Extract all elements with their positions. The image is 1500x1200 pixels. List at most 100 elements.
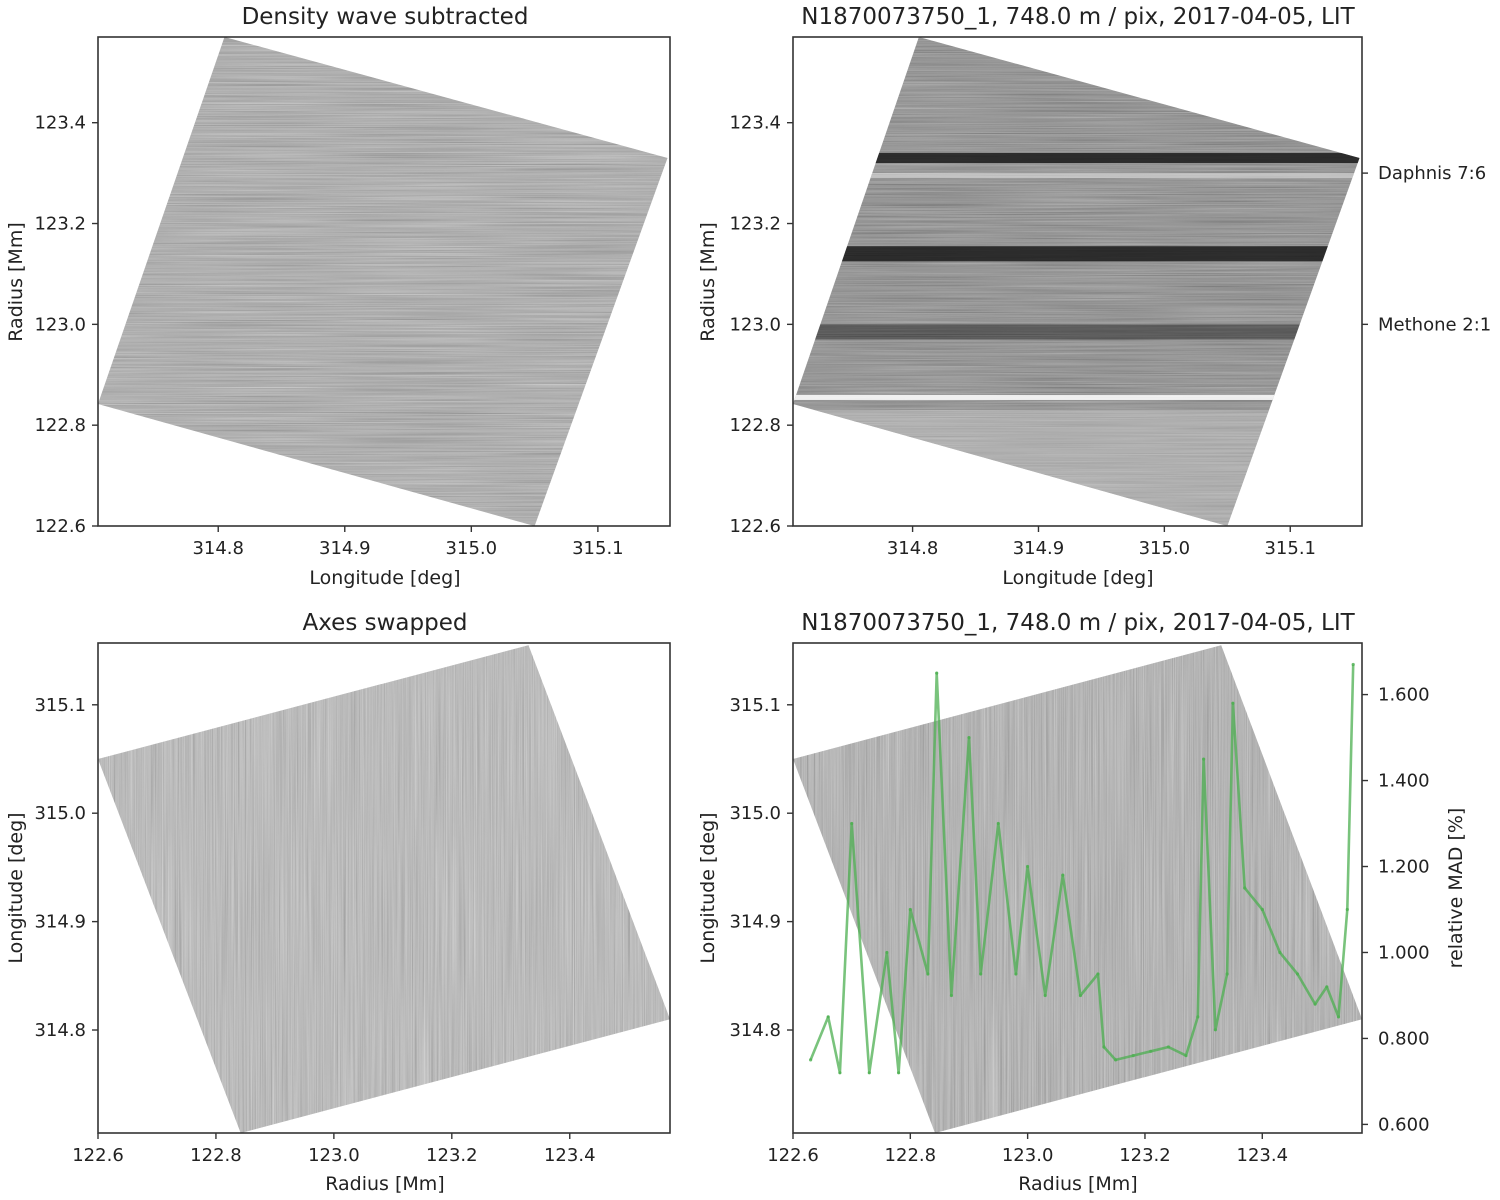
resonance-label: Methone 2:1 — [1378, 314, 1491, 335]
panel-4-y2label: relative MAD [%] — [1445, 808, 1467, 969]
image-band — [793, 173, 1360, 179]
x-tick-label: 123.0 — [308, 1145, 360, 1166]
mad-point — [979, 972, 983, 976]
y2-tick-label: 1.600 — [1378, 685, 1430, 706]
mad-point — [1096, 972, 1100, 976]
x-tick-label: 122.8 — [885, 1145, 937, 1166]
mad-point — [949, 993, 954, 998]
mad-point — [1213, 1028, 1217, 1032]
mad-point — [1325, 985, 1329, 989]
panel-4-ylabel: Longitude [deg] — [697, 812, 719, 963]
y-tick-label: 315.1 — [34, 695, 86, 716]
mad-point — [1351, 662, 1355, 667]
y-tick-label: 123.4 — [729, 113, 781, 134]
panel-4-x-ticks: 122.6 122.8 123.0 123.2 123.4 — [767, 1133, 1288, 1166]
mad-point — [1295, 972, 1300, 976]
panel-4-y-ticks: 314.8 314.9 315.0 315.1 — [729, 695, 793, 1041]
x-tick-label: 315.1 — [572, 538, 624, 559]
panel-3-image — [98, 645, 670, 1133]
image-band — [793, 324, 1360, 340]
mad-point — [926, 972, 930, 976]
mad-point — [1166, 1045, 1170, 1049]
y-tick-label: 314.9 — [729, 912, 781, 933]
mad-point — [1061, 873, 1065, 877]
x-tick-label: 315.0 — [446, 538, 498, 559]
panel-1-y-ticks: 122.6 122.8 123.0 123.2 123.4 — [34, 113, 98, 537]
mad-point — [1336, 1015, 1341, 1019]
panel-2-resonance-labels: Daphnis 7:6 Methone 2:1 — [1362, 163, 1491, 335]
panel-3-frame — [97, 642, 671, 1134]
mad-point — [1313, 1002, 1317, 1006]
mad-point — [1026, 864, 1030, 869]
panel-3-ylabel: Longitude [deg] — [5, 812, 27, 963]
mad-point — [1345, 907, 1349, 912]
y-tick-label: 123.0 — [34, 314, 86, 335]
y-tick-label: 123.2 — [34, 214, 86, 235]
mad-point — [1196, 1015, 1200, 1019]
x-tick-label: 123.2 — [1119, 1145, 1171, 1166]
y-tick-label: 314.9 — [34, 912, 86, 933]
y-tick-label: 315.0 — [34, 803, 86, 824]
x-tick-label: 314.8 — [887, 538, 939, 559]
mad-point — [1243, 886, 1247, 890]
mad-point — [1131, 1054, 1135, 1058]
panel-3-y-ticks: 314.8 314.9 315.0 315.1 — [34, 695, 98, 1041]
panel-1-frame — [97, 36, 671, 527]
mad-point — [1184, 1054, 1188, 1058]
panel-2-frame — [792, 36, 1363, 527]
resonance-label: Daphnis 7:6 — [1378, 163, 1486, 184]
x-tick-label: 123.2 — [426, 1145, 478, 1166]
panel-density-wave-subtracted: Density wave subtracted 314.8 314.9 315.0 3… — [5, 4, 671, 589]
image-band — [793, 410, 1360, 526]
mad-point — [1043, 993, 1047, 998]
y-tick-label: 122.6 — [729, 516, 781, 537]
y2-tick-label: 1.400 — [1378, 771, 1430, 792]
panel-2-title: N1870073750_1, 748.0 m / pix, 2017-04-05… — [801, 4, 1355, 30]
mad-point — [850, 821, 854, 826]
panel-4-y2-ticks: 0.600 0.800 1.000 1.200 1.400 1.600 — [1362, 685, 1430, 1135]
image-tint — [793, 645, 1362, 1133]
x-tick-label: 123.4 — [544, 1145, 596, 1166]
panel-1-title: Density wave subtracted — [242, 4, 529, 30]
mad-point — [826, 1015, 830, 1019]
mad-point — [897, 1071, 901, 1075]
mad-point — [1202, 757, 1206, 761]
panel-axes-swapped: Axes swapped 122.6 122.8 123.0 123.2 123.4 3… — [5, 610, 671, 1195]
y-tick-label: 122.6 — [34, 516, 86, 537]
x-tick-label: 122.6 — [767, 1145, 819, 1166]
mad-point — [935, 671, 939, 675]
y-tick-label: 122.8 — [34, 415, 86, 436]
y-tick-label: 315.1 — [729, 695, 781, 716]
image-tint — [98, 645, 670, 1133]
mad-point — [867, 1071, 871, 1075]
mad-point — [1149, 1049, 1153, 1053]
panel-relative-mad: N1870073750_1, 748.0 m / pix, 2017-04-05… — [697, 610, 1467, 1195]
panel-2-xlabel: Longitude [deg] — [1002, 567, 1153, 589]
panel-1-ylabel: Radius [Mm] — [5, 222, 27, 341]
panel-4-frame — [792, 642, 1363, 1134]
x-tick-label: 314.9 — [319, 538, 371, 559]
panel-2-image — [793, 37, 1360, 526]
mad-point — [1225, 972, 1229, 976]
mad-point — [908, 907, 912, 912]
mad-point — [809, 1058, 813, 1062]
panel-1-xlabel: Longitude [deg] — [309, 567, 460, 589]
y-tick-label: 122.8 — [729, 415, 781, 436]
image-tint — [98, 37, 668, 526]
x-tick-label: 315.1 — [1264, 538, 1316, 559]
panel-4-title: N1870073750_1, 748.0 m / pix, 2017-04-05… — [801, 610, 1355, 636]
panel-3-xlabel: Radius [Mm] — [325, 1173, 444, 1195]
panel-4-image — [793, 645, 1362, 1133]
mad-point — [1231, 701, 1235, 705]
image-band — [793, 152, 1360, 164]
panel-4-xlabel: Radius [Mm] — [1018, 1173, 1137, 1195]
mad-point — [967, 736, 971, 740]
mad-point — [885, 950, 889, 955]
y2-tick-label: 0.600 — [1378, 1114, 1430, 1135]
panel-1-x-ticks: 314.8 314.9 315.0 315.1 — [192, 526, 624, 559]
x-tick-label: 315.0 — [1139, 538, 1191, 559]
mad-point — [838, 1071, 842, 1075]
mad-point — [1078, 993, 1082, 998]
panel-2-ylabel: Radius [Mm] — [697, 222, 719, 341]
